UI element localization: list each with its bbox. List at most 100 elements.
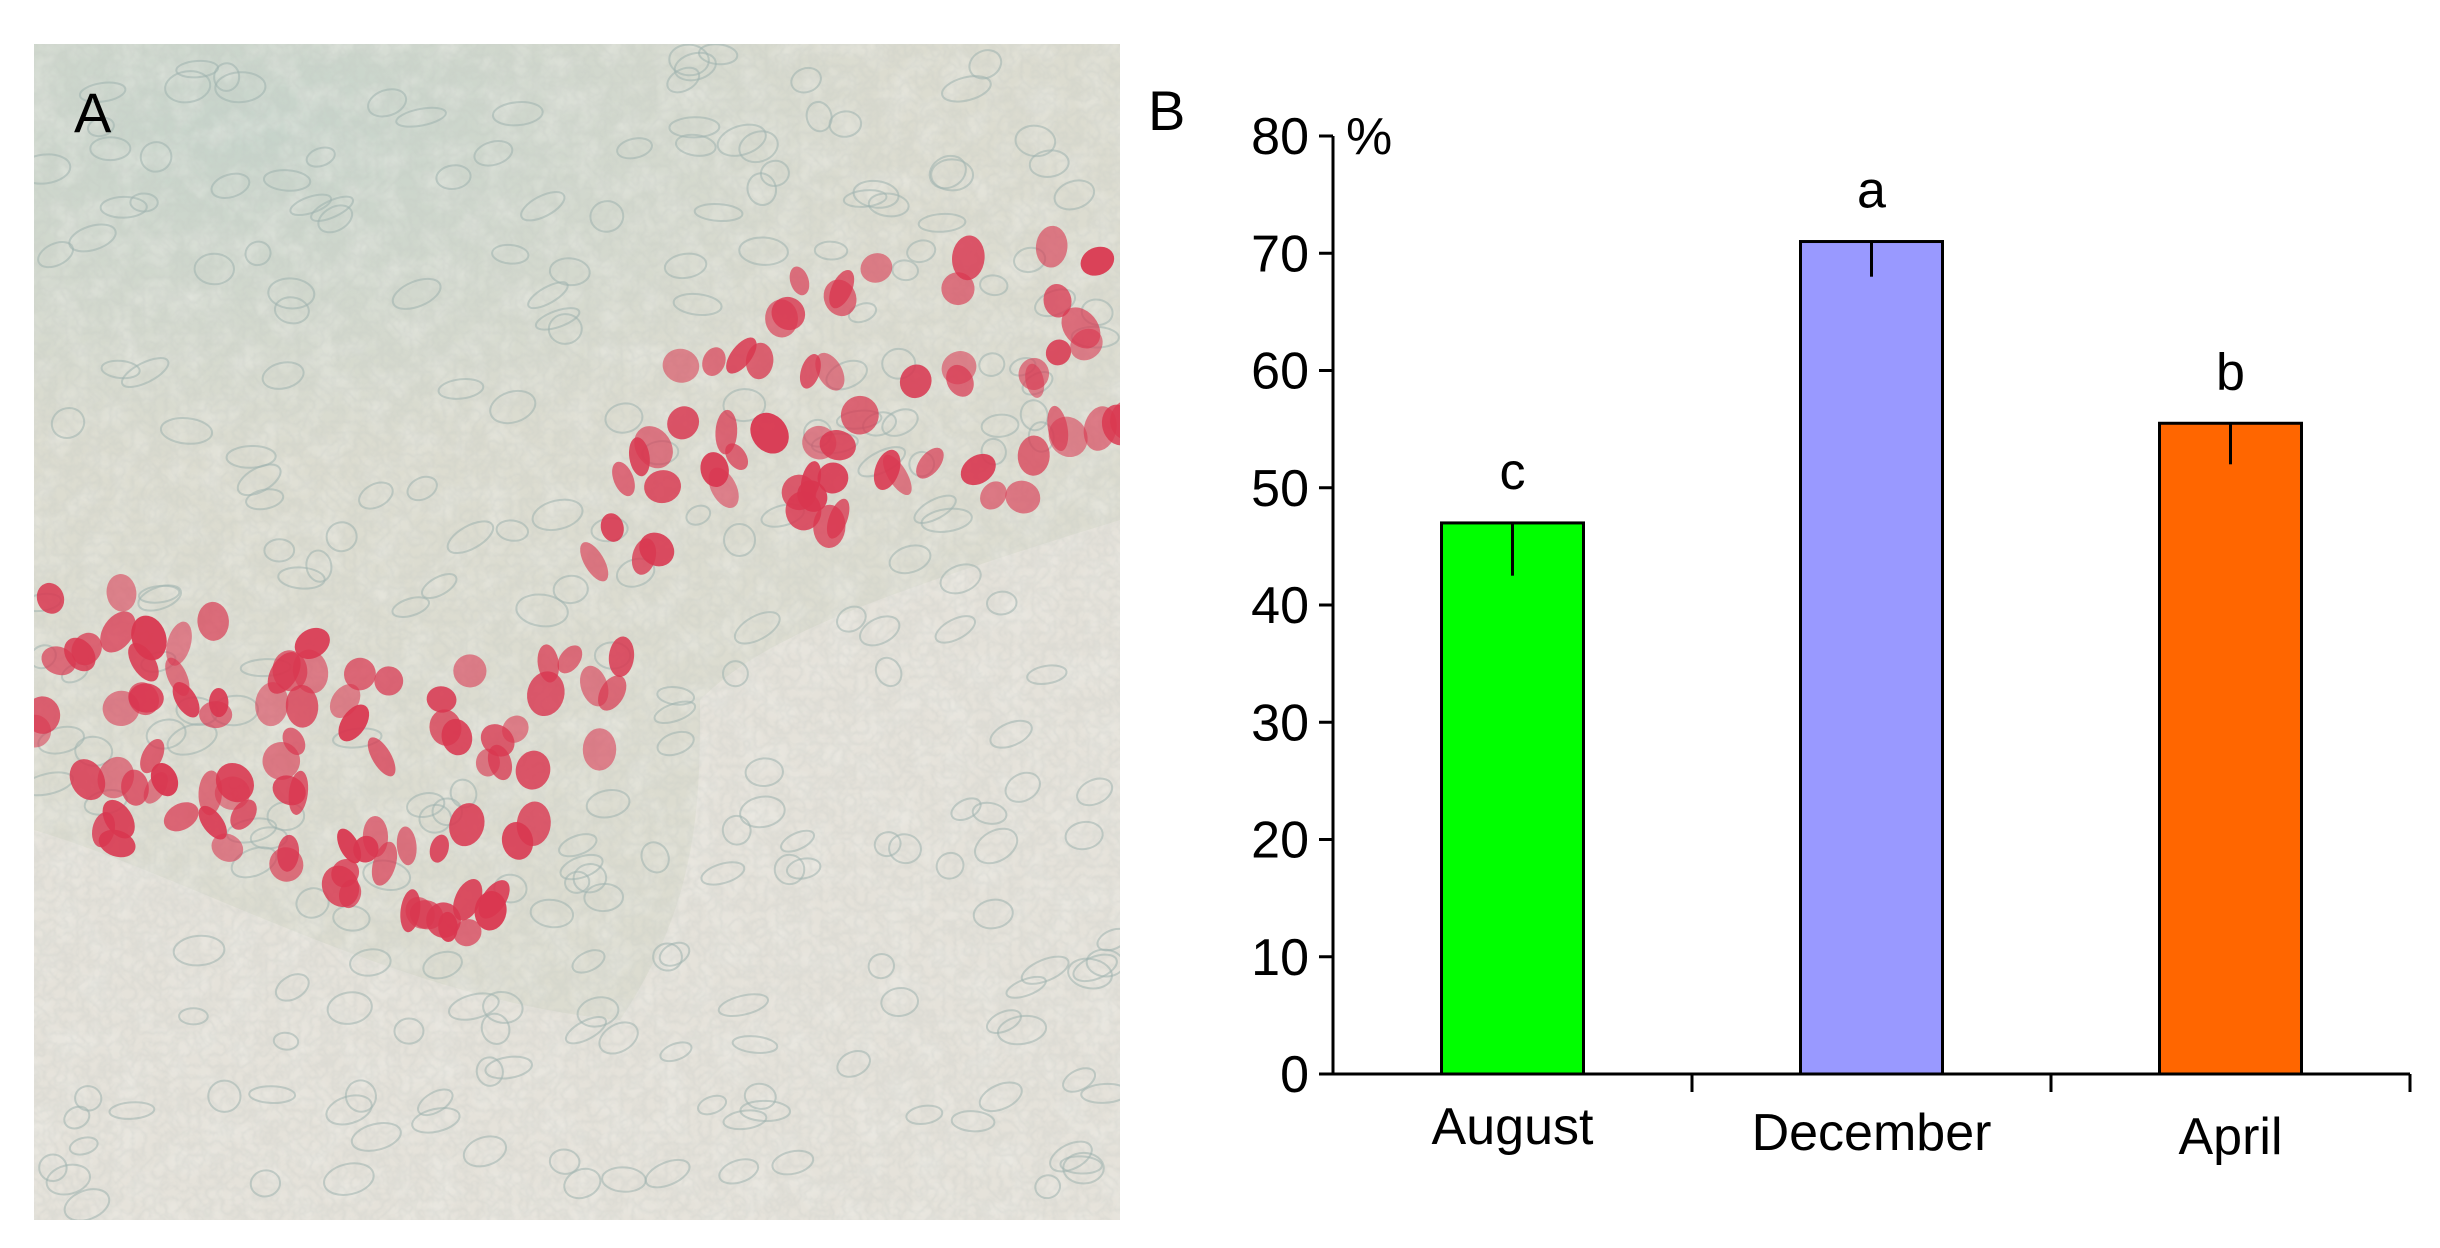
stained-nucleus: [789, 266, 810, 296]
stained-nucleus: [628, 437, 650, 477]
stained-nucleus: [292, 649, 329, 694]
stained-nucleus: [1048, 416, 1088, 458]
unstained-nucleus: [261, 361, 305, 390]
unstained-nucleus: [462, 1135, 508, 1168]
unstained-nucleus: [1028, 149, 1070, 178]
stained-nucleus: [34, 696, 61, 734]
unstained-nucleus: [656, 685, 696, 706]
x-axis-ticks: [1690, 1074, 2412, 1092]
unstained-nucleus: [108, 1101, 156, 1120]
stained-nucleus: [813, 504, 846, 548]
unstained-nucleus: [68, 223, 117, 253]
unstained-nucleus: [50, 407, 86, 439]
stained-nucleus: [367, 737, 396, 777]
unstained-nucleus: [495, 519, 530, 542]
stained-nucleus: [329, 683, 361, 719]
unstained-nucleus: [1034, 1174, 1062, 1200]
unstained-nucleus: [559, 853, 604, 881]
significance-label: b: [2216, 343, 2245, 401]
unstained-nucleus: [598, 1021, 639, 1055]
unstained-nucleus: [874, 656, 903, 688]
unstained-nucleus: [1053, 179, 1096, 211]
stained-nucleus: [527, 671, 565, 717]
unstained-nucleus: [888, 544, 932, 575]
unstained-nucleus: [950, 797, 982, 822]
stained-nucleus: [715, 409, 738, 455]
unstained-nucleus: [38, 1153, 68, 1183]
unstained-nucleus: [880, 987, 920, 1018]
unstained-nucleus: [317, 204, 354, 234]
stained-nucleus: [639, 532, 675, 567]
stained-nucleus: [371, 841, 398, 886]
unstained-nucleus: [248, 1085, 297, 1105]
unstained-nucleus: [1062, 1067, 1097, 1093]
unstained-nucleus: [37, 241, 74, 269]
unstained-nucleus: [659, 1041, 693, 1063]
stained-nucleus: [817, 462, 849, 494]
stained-nucleus: [288, 770, 309, 815]
unstained-nucleus: [172, 934, 226, 967]
unstained-nucleus: [245, 488, 285, 511]
stained-nucleus: [815, 352, 845, 391]
unstained-nucleus: [968, 49, 1003, 80]
unstained-nucleus: [272, 1031, 300, 1051]
stained-nucleus: [262, 741, 301, 780]
stained-nucleus: [143, 772, 168, 804]
unstained-nucleus: [446, 520, 495, 555]
y-axis-ticks: 0 10 20 30 40 50 60 70 80: [1251, 108, 1333, 1104]
unstained-nucleus: [213, 62, 241, 92]
stained-nucleus: [449, 803, 485, 847]
unstained-nucleus: [971, 801, 1008, 825]
unstained-nucleus: [563, 1167, 602, 1200]
stained-nucleus: [1101, 404, 1120, 446]
unstained-nucleus: [350, 1122, 402, 1152]
unstained-nucleus: [552, 574, 589, 605]
stained-nucleus: [140, 738, 165, 774]
stained-nucleus: [1035, 225, 1068, 268]
unstained-nucleus: [979, 274, 1009, 297]
unstained-nucleus: [274, 973, 310, 1002]
unstained-nucleus: [225, 445, 277, 469]
stained-nucleus: [429, 709, 462, 746]
stained-nucleus: [163, 802, 199, 832]
unstained-nucleus: [640, 841, 670, 874]
unstained-nucleus: [422, 950, 463, 980]
unstained-nucleus: [668, 44, 710, 77]
unstained-nucleus: [891, 259, 920, 282]
unstained-nucleus: [214, 71, 267, 104]
unstained-nucleus: [547, 313, 583, 345]
unstained-nucleus: [210, 172, 251, 199]
stained-nucleus: [916, 447, 944, 479]
stained-nucleus: [1061, 307, 1101, 349]
unstained-nucleus: [420, 573, 458, 600]
stained-nucleus: [980, 481, 1007, 510]
category-label: April: [2178, 1108, 2282, 1166]
unstained-nucleus: [406, 792, 446, 818]
bar-december: [1799, 240, 1944, 1076]
unstained-nucleus: [656, 730, 695, 757]
unstained-nucleus: [358, 481, 394, 510]
unstained-nucleus: [63, 1105, 91, 1130]
unstained-nucleus: [985, 590, 1018, 616]
unstained-nucleus: [733, 611, 781, 645]
stained-nucleus: [823, 279, 857, 317]
unstained-nucleus: [448, 992, 500, 1021]
unstained-nucleus: [1059, 1155, 1103, 1175]
unstained-nucleus: [193, 252, 236, 286]
stained-nucleus: [198, 805, 227, 840]
unstained-nucleus: [873, 831, 902, 858]
unstained-nucleus: [534, 307, 581, 331]
stained-nucleus: [374, 666, 404, 696]
unstained-nucleus: [615, 557, 656, 588]
unstained-nucleus: [978, 1081, 1023, 1113]
stained-nucleus: [255, 682, 289, 727]
stained-nucleus: [285, 684, 319, 728]
unstained-nucleus: [759, 159, 790, 187]
unstained-nucleus: [906, 239, 937, 264]
unstained-nucleus: [1076, 777, 1114, 807]
unstained-nucleus: [1026, 664, 1068, 685]
unstained-nucleus: [323, 1162, 375, 1196]
stained-nucleus: [396, 826, 417, 866]
unstained-nucleus: [744, 757, 784, 788]
stained-nucleus: [771, 296, 806, 331]
